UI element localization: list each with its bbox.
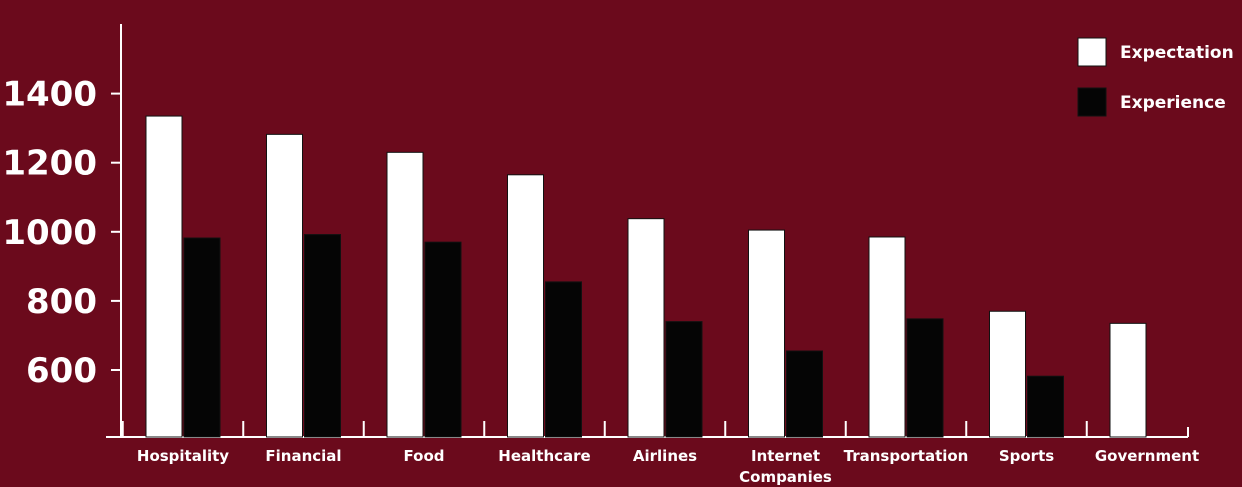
y-tick-label: 1400 bbox=[2, 75, 97, 115]
x-tick-label: Financial bbox=[265, 447, 341, 465]
bar-expectation bbox=[1109, 322, 1147, 438]
legend-label-experience: Experience bbox=[1120, 93, 1226, 113]
bar-expectation bbox=[989, 310, 1026, 438]
bar-experience bbox=[545, 281, 582, 438]
bar-experience bbox=[906, 318, 944, 438]
x-tick-label: Airlines bbox=[633, 447, 697, 465]
x-tick-label: Transportation bbox=[844, 447, 969, 465]
legend-swatch-expectation bbox=[1077, 37, 1107, 67]
y-tick-label: 600 bbox=[26, 351, 97, 391]
bar-expectation bbox=[748, 229, 785, 438]
bar-expectation bbox=[386, 151, 424, 438]
x-tick-label: Internet bbox=[751, 447, 820, 465]
bar-experience bbox=[1027, 375, 1064, 438]
y-tick-label: 1200 bbox=[2, 144, 97, 184]
legend-swatch-experience bbox=[1077, 87, 1107, 117]
bar-expectation bbox=[145, 115, 183, 438]
legend-label-expectation: Expectation bbox=[1120, 43, 1234, 63]
x-tick-label: Government bbox=[1095, 447, 1199, 465]
bar-experience bbox=[786, 350, 823, 438]
bar-experience bbox=[183, 237, 221, 438]
y-tick-label: 1000 bbox=[2, 213, 97, 253]
x-tick-label: Sports bbox=[999, 447, 1054, 465]
bar-expectation bbox=[507, 174, 544, 438]
x-tick-label: Food bbox=[404, 447, 445, 465]
bar-experience bbox=[304, 234, 341, 438]
bar-expectation bbox=[266, 133, 303, 438]
bar-experience bbox=[665, 321, 703, 438]
y-tick-label: 800 bbox=[26, 282, 97, 322]
bar-expectation bbox=[868, 236, 906, 438]
x-tick-label: Healthcare bbox=[498, 447, 590, 465]
bar-expectation bbox=[627, 218, 665, 438]
x-tick-label: Companies bbox=[739, 468, 832, 486]
bar-experience bbox=[424, 241, 462, 438]
x-tick-label: Hospitality bbox=[137, 447, 229, 465]
